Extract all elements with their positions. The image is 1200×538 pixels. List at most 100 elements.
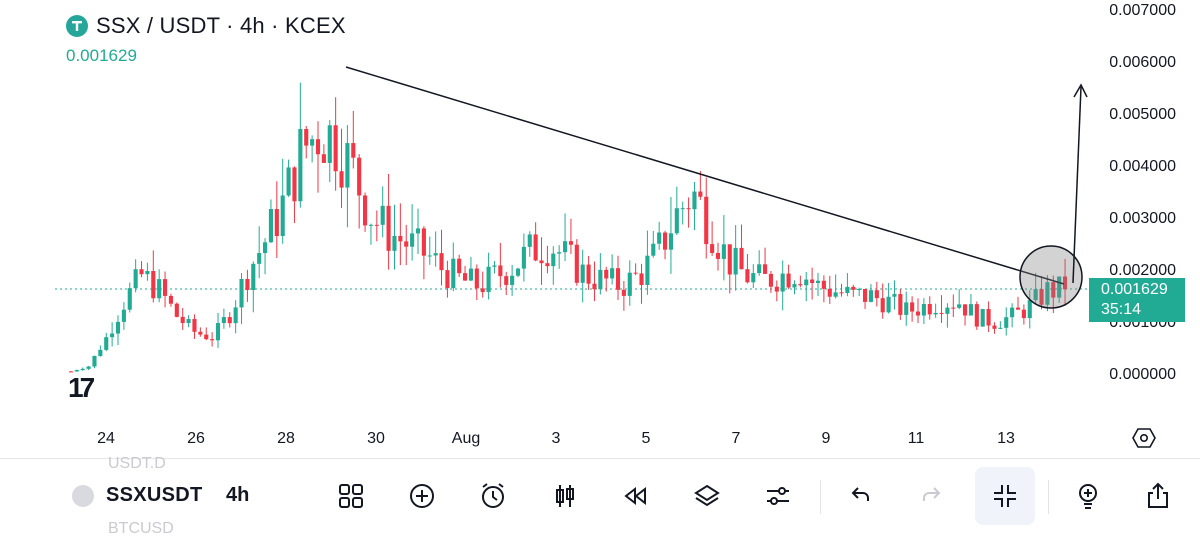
candle-body [998,327,1003,329]
candle-body [721,244,726,259]
candle-body [1004,317,1009,328]
candle-body [110,333,115,338]
candle-body [180,316,185,324]
candle-body [745,269,750,283]
candle-body [927,304,932,315]
candle-body [733,247,738,275]
candle-body [357,157,362,196]
candle-body [380,205,385,225]
candle-body [704,196,709,245]
x-tick-label: 26 [187,430,205,447]
x-tick-label: 30 [367,430,385,447]
redo-button[interactable] [912,476,952,516]
candle-body [933,312,938,315]
candle-body [457,258,462,274]
candle-body [710,244,715,253]
replay-button[interactable] [616,476,656,516]
candle-body [674,208,679,234]
candle-body [715,252,721,259]
candle-body [310,139,315,146]
candle-body [427,255,432,257]
candle-body [292,167,297,202]
candle-body [786,273,791,288]
candle-body [186,319,191,324]
ideas-button[interactable] [1068,476,1108,516]
candle-body [598,269,603,290]
add-indicator-button[interactable] [402,476,442,516]
candle-body [739,247,744,270]
interval-selector[interactable]: 4h [226,484,250,506]
candle-body [768,273,773,287]
candle-body [410,233,415,247]
candle-body [268,209,273,243]
candle-body [298,128,303,202]
candle-body [792,284,797,288]
alert-button[interactable] [473,476,513,516]
price-chart[interactable] [0,0,1200,458]
bulb-plus-icon [1079,484,1097,509]
chart-type-button[interactable] [545,476,585,516]
candle-body [804,279,809,286]
grid-layout-button[interactable] [331,476,371,516]
candle-body [692,191,697,210]
candle-body [810,279,815,284]
badge-countdown: 35:14 [1101,301,1142,318]
undo-icon [851,487,869,501]
candle-body [80,368,85,371]
candle-body [957,304,962,308]
candle-body [774,286,779,292]
candle-body [257,253,262,264]
x-tick-label: 7 [731,430,741,447]
candle-body [321,154,326,163]
candle-body [757,264,762,274]
candle-body [551,253,556,267]
candle-body [815,280,821,284]
candle-body [263,242,268,254]
candle-body [104,337,109,350]
candle-body [580,264,585,283]
candle-body [480,288,485,293]
candle-body [439,253,444,271]
candle-body [886,296,891,313]
undo-button[interactable] [840,476,880,516]
candle-body [192,319,197,332]
share-button[interactable] [1138,476,1178,516]
candle-body [898,294,903,315]
candle-body [574,244,579,283]
candle-body [680,208,685,210]
layers-button[interactable] [687,476,727,516]
candle-body [215,323,221,341]
candle-body [451,258,456,289]
settings-sliders-button[interactable] [758,476,798,516]
candle-body [563,241,568,253]
candle-body [951,307,956,309]
candle-body [1039,289,1044,305]
trendline-drawing[interactable] [345,66,1065,285]
candle-body [980,309,985,327]
candle-body [633,272,638,274]
candle-body [210,339,215,341]
candle-body [492,265,497,267]
candle-body [86,366,91,369]
candle-body [1021,309,1026,319]
candle-body [615,268,621,290]
candle-body [533,234,538,261]
symbol-selector[interactable]: SSXUSDT [72,484,203,507]
redo-icon [923,487,941,501]
x-tick-label: 5 [641,430,651,447]
collapse-button[interactable] [985,476,1025,516]
arrow-drawing[interactable] [1072,83,1088,284]
candle-body [621,289,626,296]
candle-body [157,279,162,299]
alarm-icon [482,483,504,508]
settings-hexagon-icon[interactable] [1132,426,1156,450]
highlight-circle-drawing[interactable] [1019,245,1083,309]
candle-body [445,270,450,289]
candle-body [463,273,468,281]
candle-body [904,302,909,315]
x-tick-label: 28 [277,430,295,447]
candle-body [798,284,803,286]
grid-icon [339,484,363,508]
symbol-header[interactable]: SSX / USDT · 4h · KCEX [66,12,346,40]
candle-body [510,275,515,285]
